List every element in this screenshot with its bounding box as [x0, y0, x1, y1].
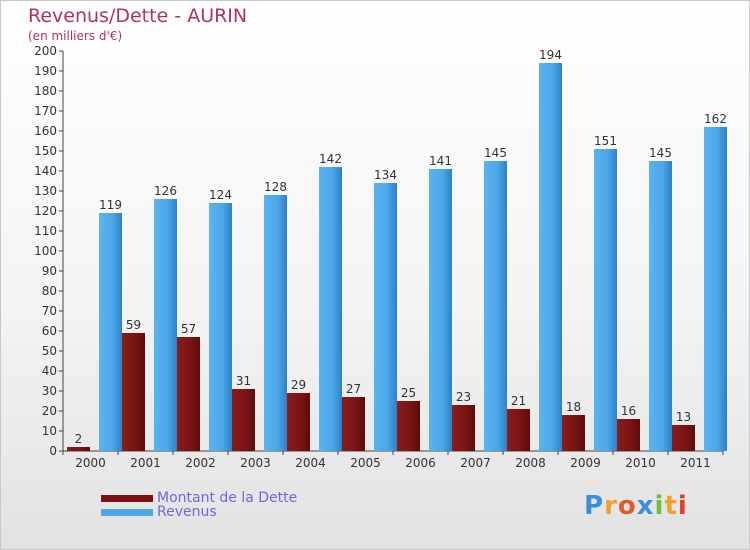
bar-revenue-2002 — [209, 203, 232, 451]
y-tick-label: 130 — [34, 184, 57, 198]
brand-letter: r — [604, 491, 618, 521]
bar-debt-2002 — [177, 337, 200, 451]
y-tick-label: 170 — [34, 104, 57, 118]
y-tick-label: 180 — [34, 84, 57, 98]
x-tick-label-2002: 2002 — [185, 456, 216, 470]
y-tick-label: 20 — [42, 404, 57, 418]
bar-debt-2006 — [397, 401, 420, 451]
data-label-revenue-2008: 194 — [539, 48, 562, 62]
bar-revenue-2008 — [539, 63, 562, 451]
data-label-revenue-2011: 162 — [704, 112, 727, 126]
y-tick-label: 200 — [34, 44, 57, 58]
bar-debt-2001 — [122, 333, 145, 451]
x-tick-label-2003: 2003 — [240, 456, 271, 470]
bar-debt-2007 — [452, 405, 475, 451]
bar-debt-2009 — [562, 415, 585, 451]
y-tick-label: 0 — [49, 444, 57, 458]
y-tick-label: 80 — [42, 284, 57, 298]
x-tick-label-2007: 2007 — [460, 456, 491, 470]
data-label-debt-2002: 57 — [181, 322, 196, 336]
data-label-debt-2011: 13 — [676, 410, 691, 424]
bar-revenue-2004 — [319, 167, 342, 451]
bar-debt-2005 — [342, 397, 365, 451]
y-tick-label: 60 — [42, 324, 57, 338]
x-tick-label-2000: 2000 — [75, 456, 106, 470]
data-label-revenue-2000: 119 — [99, 198, 122, 212]
data-label-debt-2009: 18 — [566, 400, 581, 414]
y-tick-label: 160 — [34, 124, 57, 138]
x-tick-label-2008: 2008 — [515, 456, 546, 470]
bar-revenue-2006 — [429, 169, 452, 451]
bar-revenue-2010 — [649, 161, 672, 451]
data-label-revenue-2009: 151 — [594, 134, 617, 148]
x-tick-label-2001: 2001 — [130, 456, 161, 470]
y-tick-label: 150 — [34, 144, 57, 158]
bar-debt-2000 — [67, 447, 90, 451]
bar-debt-2003 — [232, 389, 255, 451]
data-label-revenue-2002: 124 — [209, 188, 232, 202]
data-label-revenue-2004: 142 — [319, 152, 342, 166]
bar-revenue-2005 — [374, 183, 397, 451]
data-label-debt-2010: 16 — [621, 404, 636, 418]
brand-letter: t — [664, 491, 678, 521]
data-label-debt-2004: 29 — [291, 378, 306, 392]
y-tick-label: 40 — [42, 364, 57, 378]
y-tick-label: 120 — [34, 204, 57, 218]
brand-letter: x — [636, 491, 655, 521]
x-tick-label-2010: 2010 — [625, 456, 656, 470]
data-label-debt-2000: 2 — [75, 432, 83, 446]
bar-debt-2008 — [507, 409, 530, 451]
data-label-debt-2006: 25 — [401, 386, 416, 400]
data-label-debt-2005: 27 — [346, 382, 361, 396]
data-label-revenue-2007: 145 — [484, 146, 507, 160]
y-tick-label: 140 — [34, 164, 57, 178]
bar-revenue-2009 — [594, 149, 617, 451]
data-label-revenue-2001: 126 — [154, 184, 177, 198]
x-tick-label-2005: 2005 — [350, 456, 381, 470]
bar-debt-2004 — [287, 393, 310, 451]
legend-label-revenue: Revenus — [157, 504, 217, 520]
chart-title: Revenus/Dette - AURIN — [28, 5, 248, 27]
data-label-debt-2001: 59 — [126, 318, 141, 332]
bar-revenue-2007 — [484, 161, 507, 451]
data-label-revenue-2006: 141 — [429, 154, 452, 168]
y-tick-label: 90 — [42, 264, 57, 278]
y-tick-label: 70 — [42, 304, 57, 318]
y-tick-label: 100 — [34, 244, 57, 258]
legend-item-debt: Montant de la Dette — [101, 490, 297, 506]
x-tick-label-2004: 2004 — [295, 456, 326, 470]
y-tick-label: 30 — [42, 384, 57, 398]
legend-item-revenue: Revenus — [101, 504, 217, 520]
x-tick-label-2006: 2006 — [405, 456, 436, 470]
legend-swatch-revenue — [101, 508, 153, 516]
data-label-revenue-2005: 134 — [374, 168, 397, 182]
data-label-debt-2008: 21 — [511, 394, 526, 408]
bar-debt-2010 — [617, 419, 640, 451]
data-label-debt-2007: 23 — [456, 390, 471, 404]
bar-revenue-2003 — [264, 195, 287, 451]
y-tick-label: 190 — [34, 64, 57, 78]
chart-subtitle: (en milliers d'€) — [28, 29, 123, 43]
y-tick-label: 50 — [42, 344, 57, 358]
data-label-debt-2003: 31 — [236, 374, 251, 388]
brand-letter: i — [677, 491, 688, 521]
bar-revenue-2001 — [154, 199, 177, 451]
brand-letter: P — [584, 491, 605, 521]
x-tick-label-2011: 2011 — [680, 456, 711, 470]
y-tick-label: 10 — [42, 424, 57, 438]
x-tick-label-2009: 2009 — [570, 456, 601, 470]
bar-revenue-2011 — [704, 127, 727, 451]
bar-revenue-2000 — [99, 213, 122, 451]
brand-letter: i — [654, 491, 665, 521]
data-label-revenue-2010: 145 — [649, 146, 672, 160]
legend-swatch-debt — [101, 494, 153, 502]
legend-label-debt: Montant de la Dette — [157, 490, 298, 506]
bar-debt-2011 — [672, 425, 695, 451]
y-tick-label: 110 — [34, 224, 57, 238]
brand-letter: o — [617, 491, 637, 521]
brand-logo: Proxiti — [584, 491, 688, 521]
data-label-revenue-2003: 128 — [264, 180, 287, 194]
